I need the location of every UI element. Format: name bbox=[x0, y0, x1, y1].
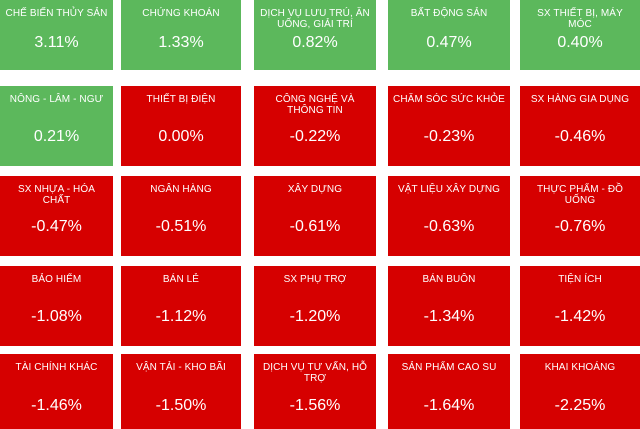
sector-name: NGÂN HÀNG bbox=[150, 184, 212, 195]
sector-name: CHỨNG KHOÁN bbox=[142, 8, 220, 19]
sector-change-value: -1.56% bbox=[289, 397, 341, 414]
sector-tile[interactable]: THỰC PHẨM - ĐỒ UỐNG -0.76% bbox=[520, 176, 640, 256]
sector-change-value: -0.23% bbox=[423, 128, 475, 145]
sector-name: CÔNG NGHỆ VÀ THÔNG TIN bbox=[275, 94, 355, 116]
sector-name: TIỆN ÍCH bbox=[558, 274, 602, 285]
sector-name: SX HÀNG GIA DỤNG bbox=[530, 94, 630, 105]
sector-tile[interactable]: CHĂM SÓC SỨC KHỎE -0.23% bbox=[388, 86, 510, 166]
sector-name: BÁN LẺ bbox=[162, 274, 200, 285]
sector-tile[interactable]: NGÂN HÀNG -0.51% bbox=[121, 176, 241, 256]
sector-name: KHAI KHOÁNG bbox=[544, 362, 616, 373]
sector-tile[interactable]: TÀI CHÍNH KHÁC -1.46% bbox=[0, 354, 113, 429]
sector-tile[interactable]: SX THIẾT BỊ, MÁY MÓC 0.40% bbox=[520, 0, 640, 70]
sector-change-value: 3.11% bbox=[34, 34, 79, 51]
sector-name: THIẾT BỊ ĐIỆN bbox=[146, 94, 216, 105]
sector-name: BÁN BUÔN bbox=[422, 274, 476, 285]
sector-change-value: 0.40% bbox=[557, 34, 603, 51]
sector-tile[interactable]: SX NHỰA - HÓA CHẤT -0.47% bbox=[0, 176, 113, 256]
sector-name: VẬN TẢI - KHO BÃI bbox=[136, 362, 226, 373]
sector-name: VẬT LIỆU XÂY DỰNG bbox=[397, 184, 501, 195]
sector-tile[interactable]: SẢN PHẨM CAO SU -1.64% bbox=[388, 354, 510, 429]
sector-name: CHẾ BIẾN THỦY SẢN bbox=[5, 8, 108, 19]
sector-change-value: 1.33% bbox=[158, 34, 204, 51]
sector-change-value: -0.22% bbox=[289, 128, 341, 145]
sector-change-value: -1.20% bbox=[289, 308, 341, 325]
sector-tile[interactable]: CHỨNG KHOÁN 1.33% bbox=[121, 0, 241, 70]
sector-change-value: -1.42% bbox=[554, 308, 606, 325]
sector-name: DỊCH VỤ LƯU TRÚ, ĂN UỐNG, GIẢI TRÍ bbox=[260, 8, 370, 30]
sector-change-value: 0.47% bbox=[426, 34, 472, 51]
sector-name: SX THIẾT BỊ, MÁY MÓC bbox=[537, 8, 623, 30]
sector-tile[interactable]: TIỆN ÍCH -1.42% bbox=[520, 266, 640, 346]
sector-tile[interactable]: THIẾT BỊ ĐIỆN 0.00% bbox=[121, 86, 241, 166]
sector-name: XÂY DỰNG bbox=[287, 184, 343, 195]
sector-change-value: -0.47% bbox=[31, 218, 82, 235]
sector-change-value: -0.76% bbox=[554, 218, 606, 235]
sector-tile[interactable]: KHAI KHOÁNG -2.25% bbox=[520, 354, 640, 429]
sector-tile[interactable]: BẤT ĐỘNG SẢN 0.47% bbox=[388, 0, 510, 70]
sector-name: BẤT ĐỘNG SẢN bbox=[410, 8, 488, 19]
sector-change-value: -2.25% bbox=[554, 397, 606, 414]
sector-change-value: -1.34% bbox=[423, 308, 475, 325]
sector-change-value: 0.00% bbox=[158, 128, 204, 145]
sector-change-value: -0.61% bbox=[289, 218, 341, 235]
sector-change-value: 0.82% bbox=[292, 34, 338, 51]
sector-change-value: -0.51% bbox=[155, 218, 207, 235]
sector-tile[interactable]: VẬT LIỆU XÂY DỰNG -0.63% bbox=[388, 176, 510, 256]
sector-change-value: -1.64% bbox=[423, 397, 475, 414]
sector-name: THỰC PHẨM - ĐỒ UỐNG bbox=[536, 184, 624, 206]
sector-tile[interactable]: NÔNG - LÂM - NGƯ 0.21% bbox=[0, 86, 113, 166]
sector-name: SX NHỰA - HÓA CHẤT bbox=[17, 184, 96, 206]
sector-tile[interactable]: DỊCH VỤ LƯU TRÚ, ĂN UỐNG, GIẢI TRÍ 0.82% bbox=[254, 0, 376, 70]
sector-change-value: -1.50% bbox=[155, 397, 207, 414]
sector-name: TÀI CHÍNH KHÁC bbox=[15, 362, 98, 373]
sector-name: BẢO HIỂM bbox=[31, 274, 82, 285]
sector-name: DỊCH VỤ TƯ VẤN, HỖ TRỢ bbox=[262, 362, 368, 384]
sector-tile[interactable]: SX PHỤ TRỢ -1.20% bbox=[254, 266, 376, 346]
sector-tile[interactable]: BÁN BUÔN -1.34% bbox=[388, 266, 510, 346]
sector-change-value: -1.08% bbox=[31, 308, 82, 325]
sector-name: CHĂM SÓC SỨC KHỎE bbox=[393, 94, 505, 105]
sector-name: SX PHỤ TRỢ bbox=[283, 274, 347, 285]
sector-tile[interactable]: CÔNG NGHỆ VÀ THÔNG TIN -0.22% bbox=[254, 86, 376, 166]
sector-change-value: -1.12% bbox=[155, 308, 207, 325]
sector-change-value: -1.46% bbox=[31, 397, 82, 414]
sector-tile[interactable]: XÂY DỰNG -0.61% bbox=[254, 176, 376, 256]
sector-tile[interactable]: BÁN LẺ -1.12% bbox=[121, 266, 241, 346]
sector-change-value: -0.63% bbox=[423, 218, 475, 235]
sector-tile[interactable]: DỊCH VỤ TƯ VẤN, HỖ TRỢ -1.56% bbox=[254, 354, 376, 429]
sector-tile[interactable]: CHẾ BIẾN THỦY SẢN 3.11% bbox=[0, 0, 113, 70]
sector-change-value: 0.21% bbox=[33, 128, 80, 145]
sector-name: SẢN PHẨM CAO SU bbox=[401, 362, 497, 373]
sector-tile[interactable]: BẢO HIỂM -1.08% bbox=[0, 266, 113, 346]
sector-tile[interactable]: VẬN TẢI - KHO BÃI -1.50% bbox=[121, 354, 241, 429]
sector-name: NÔNG - LÂM - NGƯ bbox=[9, 94, 104, 105]
sector-tile[interactable]: SX HÀNG GIA DỤNG -0.46% bbox=[520, 86, 640, 166]
sector-change-value: -0.46% bbox=[554, 128, 606, 145]
